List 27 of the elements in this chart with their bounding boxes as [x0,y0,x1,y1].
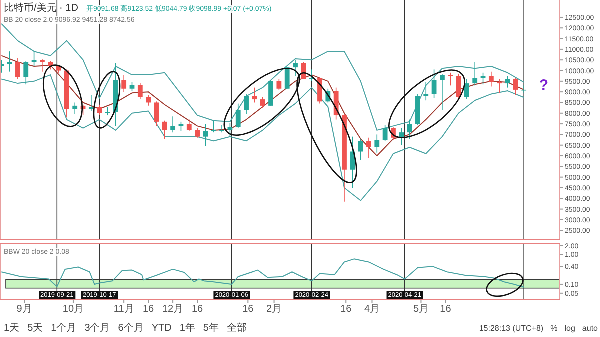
x-tick-label: 2月 [266,304,282,315]
x-tick-label: 16 [143,304,155,315]
x-tick-label: 16 [242,304,254,315]
x-tick-label: 4月 [364,304,380,315]
text: 5天 [28,323,44,334]
x-tick-label: 11月 [114,304,134,315]
x-tick-label: 16 [340,304,352,315]
x-tick-label: 9月 [16,304,32,315]
text: 3个月 [84,322,110,334]
text: log [564,324,576,333]
x-tick-label: 10月 [62,304,84,315]
text: % [550,324,558,333]
x-tick-label: 12月 [162,304,184,315]
chart-title: 比特币/美元 · 1D [4,2,78,14]
text: 6个月 [118,322,144,334]
text: YTD [152,323,172,334]
text: 1年 [180,322,196,334]
x-tick-label: 16 [440,304,452,315]
x-tick-label: 16 [192,304,204,315]
text: 全部 [226,322,247,334]
text: 5年 [203,322,219,334]
text: 1个月 [51,322,77,334]
annotation: ? [539,77,549,94]
text: auto [582,324,599,333]
text: 1天 [4,323,20,334]
text: 15:28:13 (UTC+8) [479,324,544,333]
x-tick-label: 5月 [413,304,430,315]
